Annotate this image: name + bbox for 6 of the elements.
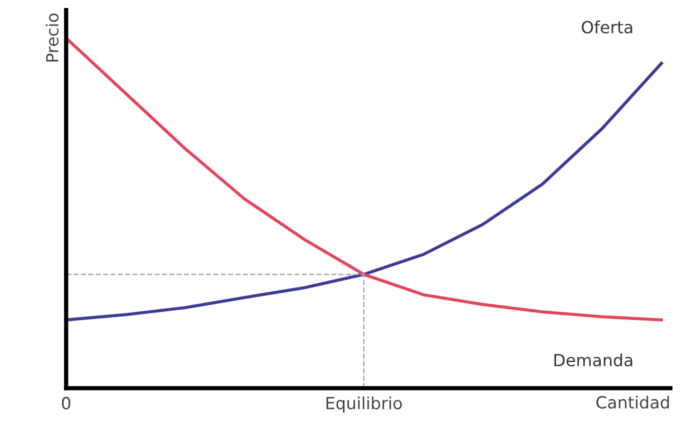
text: Demanda [554, 354, 632, 366]
text: Oferta [582, 20, 632, 34]
x-tick-label: 0 [62, 396, 70, 410]
x-tick-label: Equilibrio [326, 396, 402, 413]
y-axis-title: Precio [46, 14, 59, 62]
x-axis-title: Cantidad [596, 396, 669, 409]
